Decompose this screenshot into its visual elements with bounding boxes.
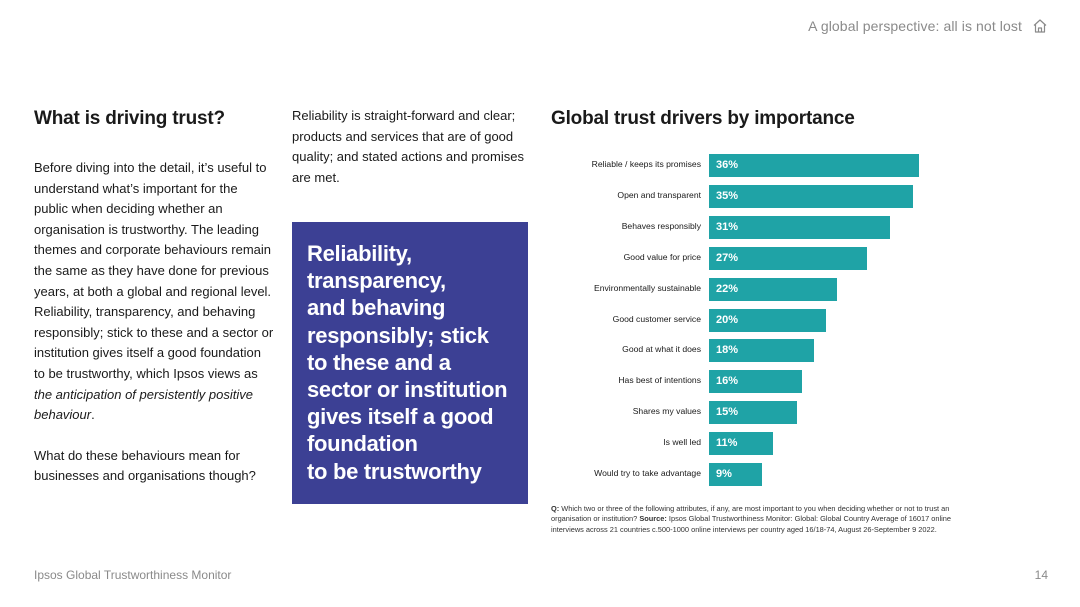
chart-row: Environmentally sustainable 22% — [551, 276, 971, 301]
chart-bar — [709, 154, 919, 177]
chart-row: Open and transparent 35% — [551, 183, 971, 208]
quote-line: responsibly; stick — [307, 322, 489, 348]
value-label: 16% — [716, 375, 739, 388]
middle-column: Reliability is straight-forward and clea… — [292, 106, 528, 188]
chart-row: Reliable / keeps its promises 36% — [551, 152, 971, 177]
category-label: Is well led — [663, 437, 701, 448]
chart-bar — [709, 401, 797, 425]
left-column: What is driving trust? Before diving int… — [34, 108, 274, 487]
left-heading: What is driving trust? — [34, 108, 225, 129]
quote-line: to be trustworthy — [307, 458, 482, 484]
reliability-paragraph: Reliability is straight-forward and clea… — [292, 108, 524, 185]
category-label: Shares my values — [632, 406, 701, 417]
chart-row: Shares my values 15% — [551, 399, 971, 425]
footer-report-name: Ipsos Global Trustworthiness Monitor — [34, 568, 232, 582]
category-label: Good at what it does — [622, 344, 701, 355]
value-label: 36% — [716, 159, 739, 171]
quote-line: transparency, — [307, 268, 446, 294]
chart-row: Is well led 11% — [551, 430, 971, 456]
footnote-q-label: Q: — [551, 504, 560, 513]
value-label: 9% — [716, 468, 732, 480]
value-label: 22% — [716, 282, 739, 295]
value-label: 15% — [716, 406, 739, 419]
intro-end: . — [91, 407, 95, 423]
chart-bar — [709, 184, 914, 208]
footnote-source-label: Source: — [639, 514, 667, 524]
chart-bar — [709, 246, 867, 270]
home-icon[interactable] — [1032, 18, 1048, 34]
chart-bar — [709, 308, 826, 332]
category-label: Open and transparent — [617, 189, 701, 200]
category-label: Good value for price — [623, 251, 701, 262]
category-label: Environmentally sustainable — [593, 282, 701, 293]
quote-line: Reliability, — [307, 241, 412, 266]
quote-line: gives itself a good — [307, 404, 494, 430]
chart-row: Good customer service 20% — [551, 307, 971, 332]
quote-line: sector or institution — [307, 377, 508, 403]
pull-quote-box: Reliability, transparency, and behaving … — [292, 222, 528, 504]
question-paragraph: What do these behaviours mean for busine… — [34, 447, 256, 484]
chart-bar — [709, 339, 814, 363]
quote-line: foundation — [307, 431, 418, 457]
value-label: 20% — [716, 313, 739, 326]
intro-paragraph: Before diving into the detail, it’s usef… — [34, 158, 274, 426]
top-bar: A global perspective: all is not lost — [808, 18, 1048, 34]
chart-row: Good value for price 27% — [551, 245, 971, 270]
intro-text: Before diving into the detail, it’s usef… — [34, 160, 274, 381]
quote-line: and behaving — [307, 295, 446, 321]
footnote-source: Ipsos Global Trustworthiness Monitor: Gl… — [551, 514, 952, 534]
chart-row: Behaves responsibly 31% — [551, 214, 971, 239]
footnote-question: Which two or three of the following attr… — [551, 504, 950, 524]
value-label: 27% — [716, 251, 739, 264]
trust-drivers-chart: Reliable / keeps its promises 36% Open and… — [551, 152, 971, 492]
category-label: Has best of intentions — [618, 375, 701, 386]
chart-bar — [709, 277, 838, 301]
pull-quote: Reliability, transparency, and behaving … — [307, 240, 516, 485]
chart-bar — [709, 370, 803, 394]
quote-line: to these and a — [307, 349, 451, 375]
chart-row: Would try to take advantage 9% — [551, 461, 971, 486]
chart-row: Good at what it does 18% — [551, 337, 971, 363]
value-label: 18% — [716, 344, 739, 357]
chart-footnote: Q: Which two or three of the following a… — [551, 504, 971, 535]
chart-row: Has best of intentions 16% — [551, 368, 971, 394]
category-label: Behaves responsibly — [621, 220, 701, 231]
category-label: Good customer service — [612, 313, 701, 324]
chart-bar — [709, 215, 890, 239]
intro-italic: the anticipation of persistently positiv… — [34, 386, 253, 423]
value-label: 31% — [716, 220, 739, 233]
chart-bar — [709, 432, 774, 456]
page-number: 14 — [1034, 568, 1048, 582]
chart-title: Global trust drivers by importance — [551, 108, 855, 129]
chart-bar — [709, 463, 762, 486]
category-label: Reliable / keeps its promises — [591, 159, 701, 169]
value-label: 11% — [716, 437, 738, 450]
section-title: A global perspective: all is not lost — [808, 18, 1022, 34]
value-label: 35% — [716, 189, 739, 202]
category-label: Would try to take advantage — [594, 468, 701, 478]
